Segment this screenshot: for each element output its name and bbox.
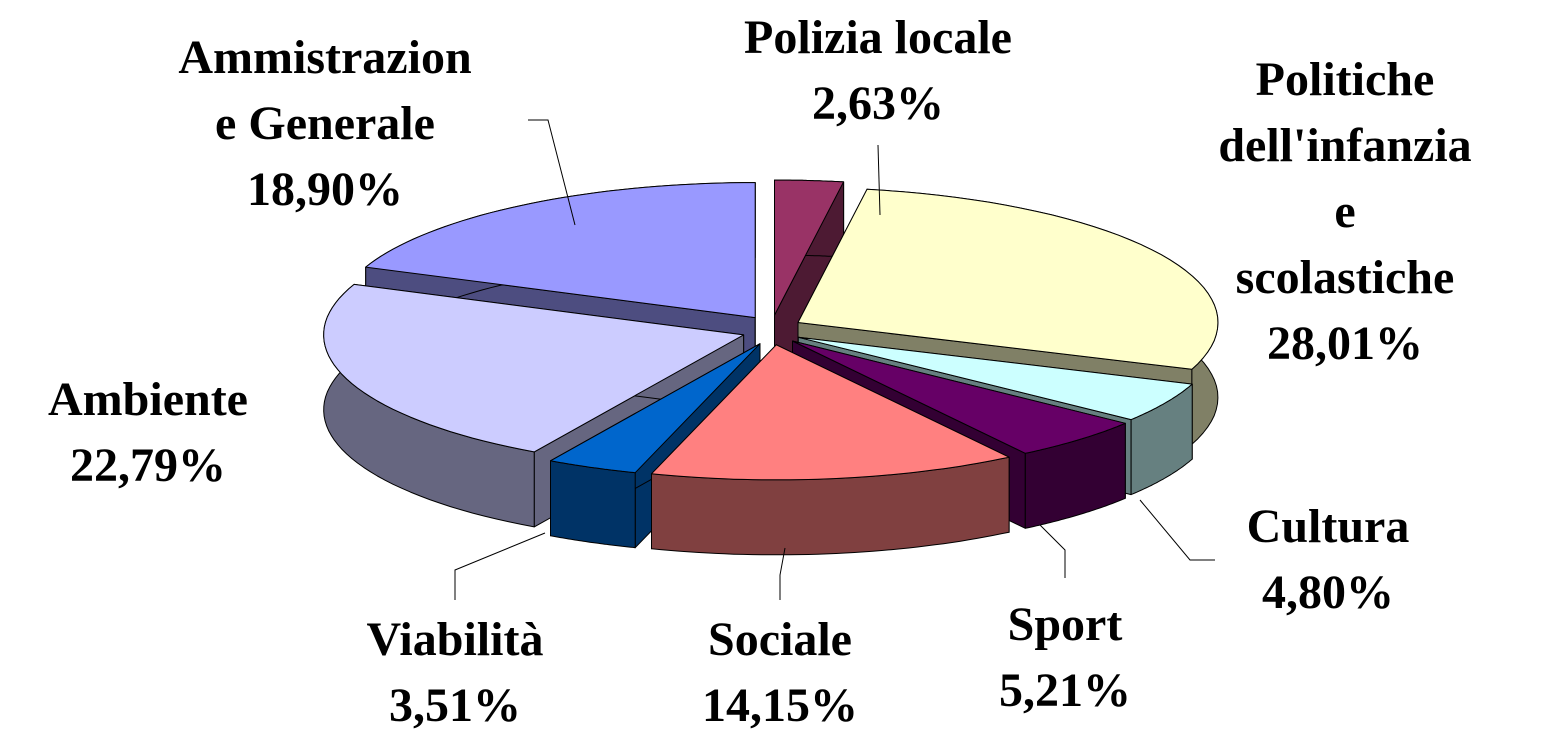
slice-wall: [550, 460, 636, 549]
value-label: 28,01%: [1266, 317, 1423, 370]
slice: [550, 343, 761, 474]
slice: [365, 182, 756, 319]
leader-line: [877, 144, 881, 216]
leader-line: [454, 532, 546, 600]
leader-line: [1139, 499, 1215, 561]
category-label: Ambiente: [48, 373, 248, 426]
slice-label: Politiche dell'infanzia e scolastiche 28,…: [1218, 47, 1471, 377]
category-label: Politiche dell'infanzia e scolastiche: [1218, 53, 1472, 304]
slice: [792, 340, 1126, 454]
leader-line: [779, 547, 786, 600]
slice-label: Cultura 4,80%: [1247, 494, 1410, 626]
slice: [651, 344, 1010, 481]
leader-line: [1039, 524, 1066, 578]
leader-line: [528, 119, 576, 226]
slice-label: Polizia locale 2,63%: [744, 5, 1012, 137]
value-label: 22,79%: [70, 439, 226, 492]
slice-label: Sport 5,21%: [999, 592, 1131, 724]
slice-label: Sociale 14,15%: [702, 607, 858, 733]
value-label: 2,63%: [811, 77, 944, 130]
slice: [797, 188, 1219, 370]
category-label: Sociale: [708, 613, 852, 666]
slice-label: Ammistrazion e Generale 18,90%: [178, 25, 471, 223]
category-label: Ammistrazion e Generale: [178, 31, 472, 150]
category-label: Viabilità: [366, 613, 544, 666]
value-label: 14,15%: [702, 679, 858, 732]
slice-label: Viabilità 3,51%: [367, 607, 544, 733]
value-label: 5,21%: [999, 664, 1131, 717]
category-label: Sport: [1007, 598, 1123, 651]
value-label: 4,80%: [1262, 566, 1394, 619]
value-label: 18,90%: [247, 163, 403, 216]
category-label: Cultura: [1246, 500, 1410, 553]
slices: [323, 179, 1219, 556]
category-label: Polizia locale: [744, 11, 1012, 64]
slice: [774, 179, 845, 316]
slice-label: Ambiente 22,79%: [48, 367, 248, 499]
slice: [797, 336, 1193, 421]
leader-lines: [454, 119, 1215, 600]
slice: [323, 283, 745, 453]
value-label: 3,51%: [389, 679, 521, 732]
